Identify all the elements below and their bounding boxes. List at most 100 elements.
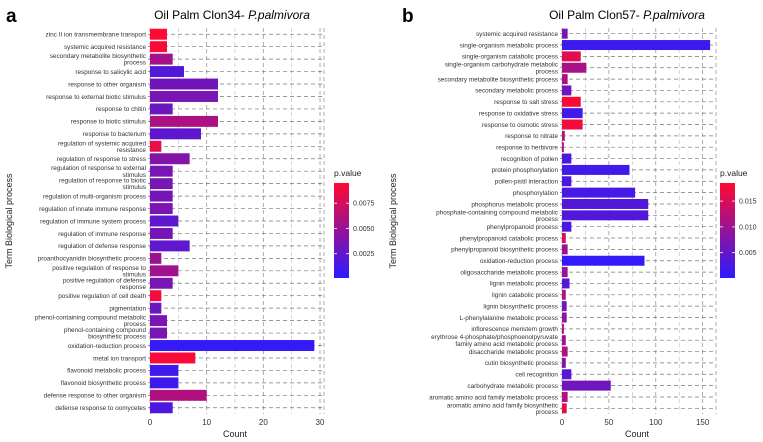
- legend-title-b: p.value: [720, 168, 748, 178]
- legend-tick-label-b: 0.015: [739, 199, 757, 206]
- bar-a: [150, 140, 162, 152]
- category-label-line-b: family amino acid metabolic process: [455, 341, 558, 348]
- panel-b-letter: b: [402, 6, 414, 27]
- x-tick-label-b: 100: [649, 418, 663, 427]
- bar-b: [562, 255, 645, 266]
- bar-b: [562, 244, 568, 255]
- category-label-line-b: response to salt stress: [494, 99, 558, 106]
- category-label-b: single-organism catabolic process: [462, 54, 558, 61]
- category-label-a: regulation of immune response: [58, 231, 146, 238]
- category-label-a: pigmentation: [109, 305, 146, 312]
- category-label-a: response to salicylic acid: [75, 69, 146, 76]
- x-tick-label-b: 0: [560, 418, 565, 427]
- bar-b: [562, 85, 572, 96]
- category-label-b: disaccharide metabolic process: [469, 349, 558, 356]
- bar-a: [150, 302, 162, 314]
- category-label-a: response to chitin: [96, 106, 147, 113]
- category-label-a: regulation of systemic acquired resistanc…: [58, 140, 147, 154]
- bar-b: [562, 198, 649, 209]
- bar-b: [562, 369, 572, 380]
- category-label-line-a: regulation of response to external: [51, 165, 146, 172]
- category-label-b: lignin catabolic process: [492, 292, 558, 299]
- category-label-b: protein phosphorylation: [492, 167, 559, 174]
- bar-a: [150, 389, 207, 401]
- bar-b: [562, 233, 566, 244]
- category-label-line-a: phenol-containing compound metabolic: [35, 315, 147, 322]
- category-label-line-b: cutin biosynthetic process: [485, 360, 558, 367]
- category-label-b: secondary metabolic process: [475, 88, 558, 95]
- bar-a: [150, 41, 167, 53]
- category-label-b: response to nitrate: [505, 133, 558, 140]
- category-label-line-b: process: [536, 409, 558, 416]
- bar-b: [562, 278, 570, 289]
- category-label-line-a: zinc II ion transmembrane transport: [45, 32, 146, 39]
- category-label-line-b: erythrose 4-phosphate/phosphoenolpyruvat…: [431, 334, 558, 341]
- category-label-b: lignin biosynthetic process: [483, 303, 558, 310]
- category-label-line-b: phenylpropanoid process: [487, 224, 558, 231]
- category-label-line-b: oxidation-reduction process: [480, 258, 558, 265]
- category-label-line-a: phenol-containing compound: [64, 327, 147, 334]
- bar-a: [150, 53, 173, 65]
- x-tick-label-b: 50: [604, 418, 613, 427]
- panel-a-title: Oil Palm Clon34- P.palmivora: [154, 8, 310, 22]
- category-label-line-b: phosphorus metabolic process: [471, 201, 558, 208]
- legend-tick-label-a: 0.0075: [353, 201, 375, 208]
- bar-a: [150, 327, 167, 339]
- category-label-b: cell recognition: [515, 372, 558, 379]
- bar-a: [150, 315, 167, 327]
- bar-a: [150, 277, 173, 289]
- chart-a: 0 10 20 30 zinc II ion transmembrane transpo…: [4, 28, 375, 439]
- category-label-a: regulation of defense response: [58, 243, 146, 250]
- bar-b: [562, 301, 567, 312]
- category-label-b: carbohydrate metabolic process: [467, 383, 558, 390]
- bar-b: [562, 108, 583, 119]
- category-label-line-a: stimulus: [123, 271, 146, 278]
- panel-b-title-prefix: Oil Palm Clon57-: [549, 8, 643, 22]
- panel-a-title-prefix: Oil Palm Clon34-: [154, 8, 248, 22]
- x-tick-label-b: 150: [696, 418, 710, 427]
- category-label-line-b: recognition of pollen: [501, 156, 559, 163]
- bar-b: [562, 40, 711, 51]
- category-label-a: systemic acquired resistance: [64, 44, 146, 51]
- category-label-line-a: metal ion transport: [93, 355, 146, 362]
- category-label-line-b: cell recognition: [515, 372, 558, 379]
- x-tick-label-a: 0: [148, 418, 153, 427]
- category-label-a: oxidation-reduction process: [68, 343, 146, 350]
- category-label-b: aromatic amino acid family biosynthetic p…: [447, 402, 559, 416]
- category-label-b: secondary metabolite biosynthetic proces…: [438, 76, 558, 83]
- category-label-line-b: protein phosphorylation: [492, 167, 559, 174]
- category-label-line-b: response to herbivore: [496, 145, 558, 152]
- bar-b: [562, 51, 581, 62]
- bar-b: [562, 403, 567, 414]
- bar-a: [150, 290, 162, 302]
- category-label-line-a: process: [124, 60, 146, 67]
- bar-b: [562, 28, 568, 39]
- category-label-b: phosphorylation: [513, 190, 559, 197]
- category-label-line-b: oligosaccharide metabolic process: [460, 269, 558, 276]
- category-label-b: oligosaccharide metabolic process: [460, 269, 558, 276]
- category-label-b: pollen-pistil interaction: [495, 179, 559, 186]
- category-label-line-a: response to other organism: [68, 81, 146, 88]
- y-axis-label-a: Term Biological process: [4, 173, 14, 269]
- category-label-line-b: pollen-pistil interaction: [495, 179, 559, 186]
- category-label-a: defense response to other organism: [44, 393, 146, 400]
- category-label-a: zinc II ion transmembrane transport: [45, 32, 146, 39]
- panel-b-title-species: P.palmivora: [643, 8, 705, 22]
- bar-b: [562, 74, 568, 85]
- category-label-line-a: regulation of response to stress: [57, 156, 146, 163]
- category-label-a: flavonoid metabolic process: [67, 368, 146, 375]
- category-label-line-b: process: [536, 216, 558, 223]
- bar-b: [562, 119, 583, 130]
- bar-a: [150, 28, 167, 40]
- x-tick-label-a: 20: [259, 418, 268, 427]
- category-label-line-b: phenylpropanoid catabolic process: [460, 235, 558, 242]
- category-label-b: erythrose 4-phosphate/phosphoenolpyruvat…: [431, 334, 558, 348]
- bar-b: [562, 312, 567, 323]
- category-label-b: inflorescence meristem growth: [471, 326, 558, 333]
- category-label-a: flavonoid biosynthetic process: [61, 380, 146, 387]
- bar-a: [150, 91, 218, 102]
- category-label-a: positive regulation of response to stimul…: [52, 265, 146, 279]
- category-label-b: single-organism carbohydrate metabolic pr…: [445, 62, 559, 76]
- bar-a: [150, 115, 218, 127]
- panel-a-letter: a: [6, 6, 17, 27]
